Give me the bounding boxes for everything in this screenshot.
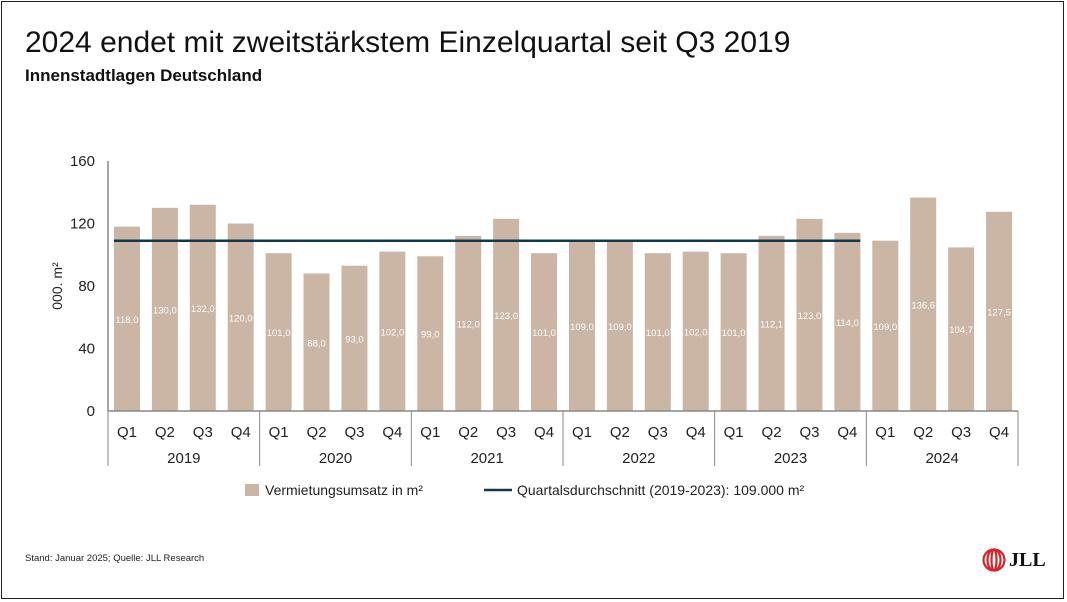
legend-bar-label: Vermietungsumsatz in m² <box>265 482 423 498</box>
bar-data-label: 132,0 <box>191 304 215 315</box>
x-tick-label: Q1 <box>269 424 289 441</box>
bar <box>227 223 254 411</box>
x-tick-label: Q4 <box>231 424 251 441</box>
year-label: 2023 <box>774 450 807 467</box>
jll-globe-icon <box>982 548 1006 572</box>
year-label: 2022 <box>622 450 655 467</box>
bar-data-label: 130,0 <box>153 305 177 316</box>
y-tick-label: 120 <box>70 216 95 233</box>
logo-text: JLL <box>1009 548 1046 571</box>
x-tick-label: Q3 <box>193 424 213 441</box>
bar <box>644 253 671 411</box>
x-tick-label: Q3 <box>648 424 668 441</box>
x-tick-label: Q2 <box>610 424 630 441</box>
x-tick-label: Q2 <box>307 424 327 441</box>
x-tick-label: Q1 <box>420 424 440 441</box>
bar <box>493 218 520 411</box>
bar <box>189 204 216 411</box>
bar <box>872 240 899 411</box>
bar <box>606 240 633 411</box>
bar <box>379 251 406 411</box>
x-tick-label: Q3 <box>496 424 516 441</box>
bar <box>758 235 785 411</box>
y-tick-label: 80 <box>78 278 95 295</box>
bar <box>265 253 292 411</box>
year-label: 2020 <box>319 450 352 467</box>
bar <box>682 251 709 411</box>
x-tick-label: Q4 <box>989 424 1009 441</box>
bar <box>455 236 482 411</box>
x-tick-label: Q2 <box>762 424 782 441</box>
bar <box>417 256 444 411</box>
x-tick-label: Q4 <box>534 424 554 441</box>
y-axis-title: 000. m² <box>49 262 65 310</box>
bar-data-label: 118,0 <box>115 315 138 326</box>
y-tick-label: 0 <box>87 403 95 420</box>
x-tick-label: Q1 <box>117 424 137 441</box>
bar-data-label: 101,0 <box>722 328 746 339</box>
bar-data-label: 120,0 <box>229 313 253 324</box>
legend-bar-swatch <box>245 484 259 496</box>
bar-data-label: 102,0 <box>684 327 708 338</box>
bar-data-label: 104,7 <box>949 325 973 336</box>
bar-data-label: 114,0 <box>836 318 859 329</box>
x-tick-label: Q2 <box>913 424 933 441</box>
y-tick-label: 40 <box>78 341 95 358</box>
year-label: 2024 <box>925 450 958 467</box>
bar-data-label: 88,0 <box>307 338 326 349</box>
bar <box>113 226 140 411</box>
bar <box>834 232 861 411</box>
x-tick-label: Q1 <box>572 424 592 441</box>
bar-data-label: 101,0 <box>267 328 291 339</box>
x-tick-label: Q1 <box>875 424 895 441</box>
bar-data-label: 112,1 <box>760 319 783 330</box>
bar-data-label: 123,0 <box>494 311 518 322</box>
x-tick-label: Q3 <box>344 424 364 441</box>
x-tick-label: Q1 <box>724 424 744 441</box>
jll-logo: JLL <box>982 548 1046 572</box>
bar-data-label: 136,6 <box>911 300 935 311</box>
bar <box>948 247 975 411</box>
year-label: 2021 <box>470 450 503 467</box>
bar-data-label: 109,0 <box>608 322 632 333</box>
x-tick-label: Q4 <box>837 424 857 441</box>
x-tick-label: Q4 <box>686 424 706 441</box>
bar-data-label: 101,0 <box>532 328 556 339</box>
bar-data-label: 93,0 <box>345 334 364 345</box>
x-tick-label: Q3 <box>799 424 819 441</box>
bar-data-label: 109,0 <box>570 322 594 333</box>
bar <box>568 240 595 411</box>
bar <box>910 197 937 411</box>
bar <box>303 273 330 411</box>
bar <box>796 218 823 411</box>
x-tick-label: Q2 <box>458 424 478 441</box>
year-label: 2019 <box>167 450 200 467</box>
legend-line-label: Quartalsdurchschnitt (2019-2023): 109.00… <box>517 482 804 498</box>
x-tick-label: Q3 <box>951 424 971 441</box>
y-tick-label: 160 <box>70 153 95 170</box>
bar <box>531 253 558 411</box>
bar-data-label: 109,0 <box>873 322 897 333</box>
bar-data-label: 102,0 <box>380 327 404 338</box>
bar <box>986 211 1013 411</box>
bar <box>720 253 747 411</box>
bar-data-label: 101,0 <box>646 328 670 339</box>
x-tick-label: Q4 <box>382 424 402 441</box>
bar-data-label: 127,5 <box>987 307 1011 318</box>
page-title: 2024 endet mit zweitstärkstem Einzelquar… <box>25 26 791 59</box>
page-subtitle: Innenstadtlagen Deutschland <box>25 66 263 85</box>
bar-data-label: 112,0 <box>457 320 480 331</box>
source-note: Stand: Januar 2025; Quelle: JLL Research <box>25 553 205 564</box>
x-tick-label: Q2 <box>155 424 175 441</box>
bar-data-label: 123,0 <box>798 311 822 322</box>
bar-data-label: 99,0 <box>421 330 440 341</box>
bar <box>341 265 368 411</box>
